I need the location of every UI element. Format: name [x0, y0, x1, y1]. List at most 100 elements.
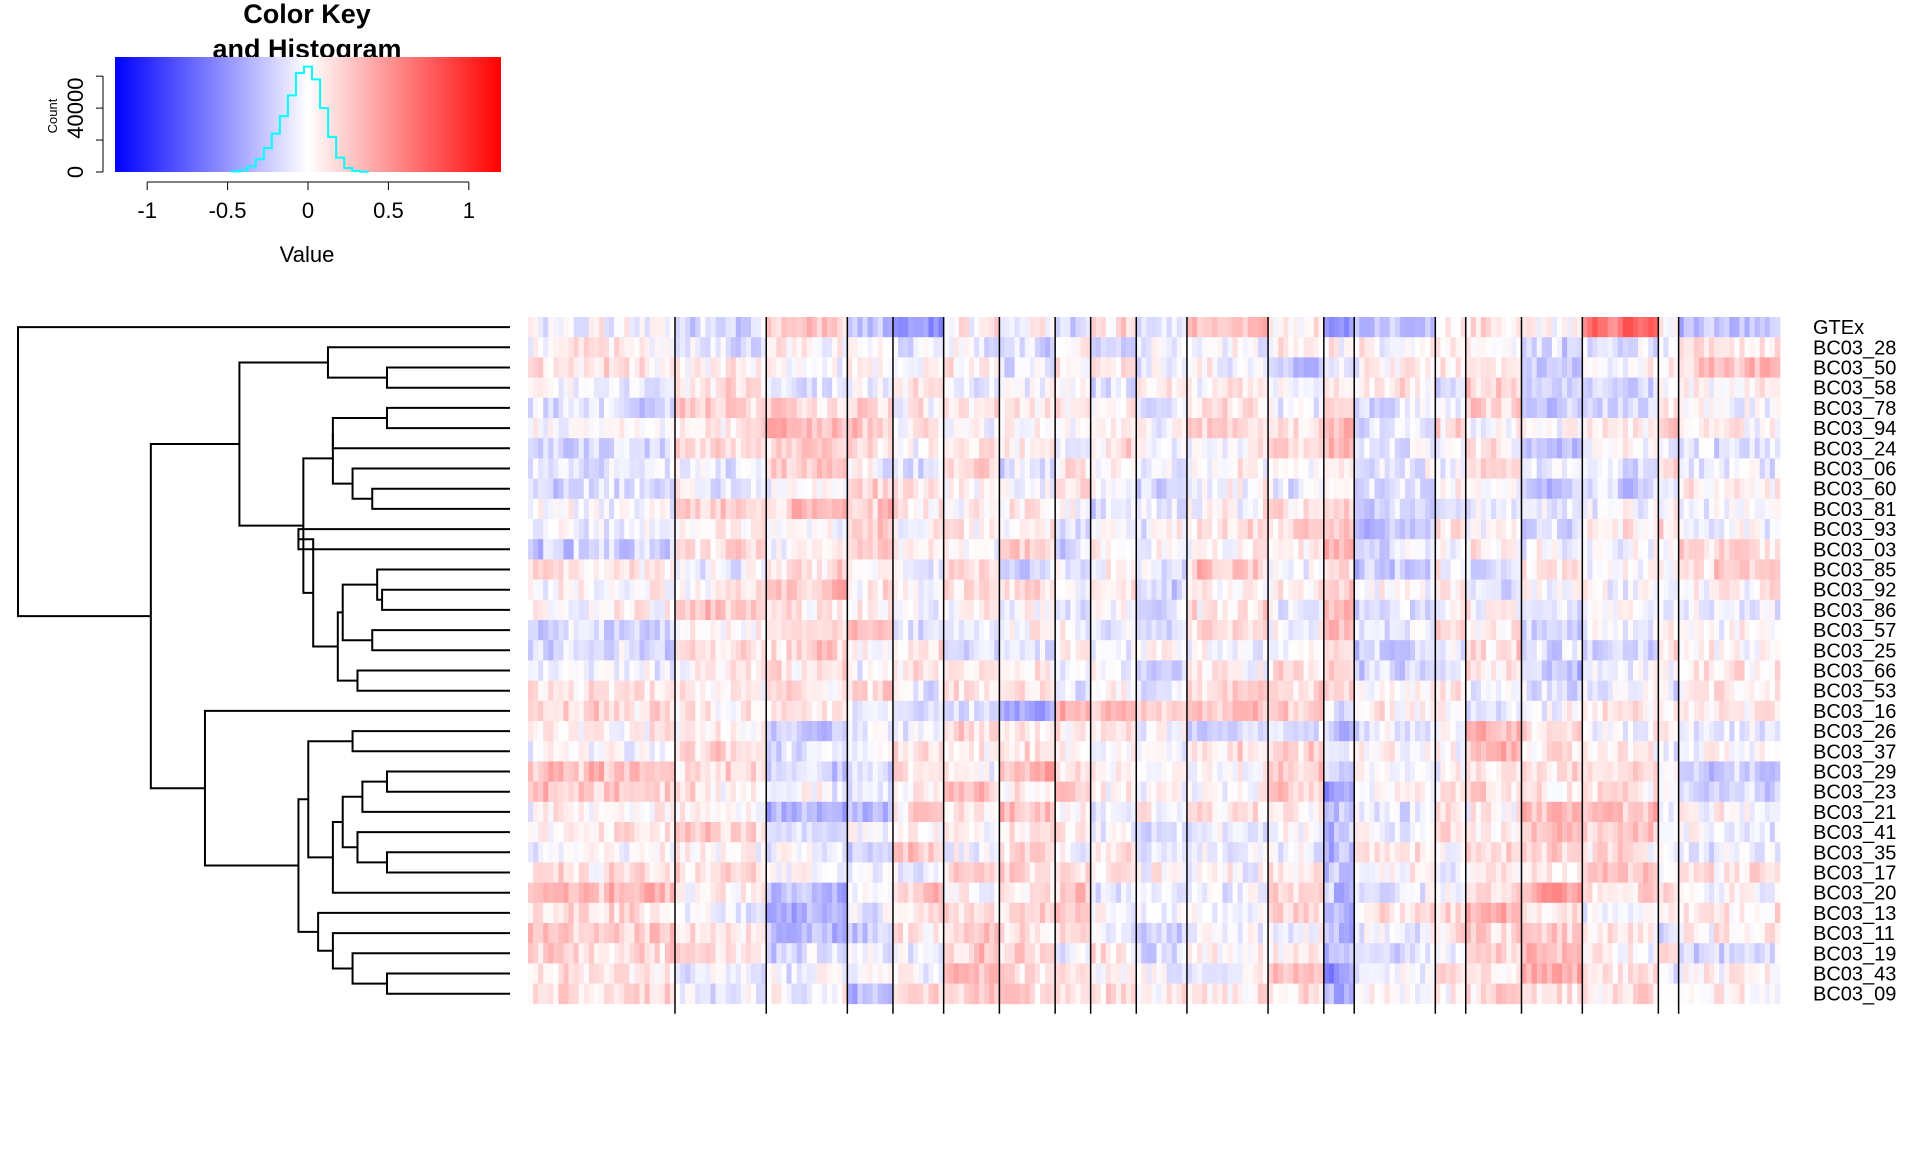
heatmap-cell — [1764, 680, 1771, 702]
heatmap-cell — [548, 498, 554, 520]
heatmap-cell — [1622, 337, 1629, 358]
heatmap-cell — [892, 559, 899, 580]
heatmap-cell — [801, 357, 808, 378]
heatmap-cell — [1572, 438, 1578, 459]
heatmap-cell — [1673, 438, 1679, 459]
heatmap-cell — [690, 539, 696, 560]
heatmap-cell — [710, 539, 716, 560]
heatmap-cell — [1166, 579, 1173, 601]
heatmap-cell — [821, 599, 828, 621]
heatmap-cell — [659, 721, 666, 742]
heatmap-cell — [1379, 599, 1385, 621]
heatmap-cell — [669, 458, 676, 479]
heatmap-cell — [877, 377, 884, 399]
heatmap-cell — [1653, 498, 1659, 520]
heatmap-cell — [740, 620, 747, 641]
heatmap-cell — [1232, 357, 1238, 378]
heatmap-cell — [1379, 559, 1385, 580]
heatmap-cell — [984, 357, 990, 378]
heatmap-cell — [725, 337, 732, 358]
heatmap-cell — [1070, 640, 1076, 661]
heatmap-cell — [832, 498, 838, 520]
heatmap-cell — [1217, 640, 1223, 661]
heatmap-cell — [1536, 579, 1543, 601]
heatmap-cell — [1202, 498, 1208, 520]
heatmap-cell — [1136, 519, 1142, 540]
heatmap-cell — [1014, 559, 1021, 580]
heatmap-cell — [573, 620, 580, 641]
heatmap-cell — [720, 317, 727, 338]
heatmap-cell — [862, 397, 868, 419]
heatmap-cell — [994, 458, 1000, 479]
heatmap-cell — [928, 418, 934, 439]
heatmap-cell — [1582, 337, 1588, 358]
heatmap-cell — [1587, 418, 1593, 439]
heatmap-cell — [1511, 317, 1517, 338]
heatmap-cell — [842, 317, 848, 338]
heatmap-cell — [1617, 640, 1624, 661]
heatmap-cell — [1075, 620, 1081, 641]
heatmap-cell — [1409, 397, 1416, 419]
heatmap-cell — [1587, 640, 1593, 661]
heatmap-cell — [578, 498, 585, 520]
heatmap-cell — [558, 579, 564, 601]
heatmap-cell — [588, 337, 595, 358]
heatmap-cell — [1344, 337, 1350, 358]
heatmap-cell — [533, 317, 539, 338]
heatmap-cell — [1288, 559, 1294, 580]
heatmap-cell — [1364, 599, 1370, 621]
heatmap-cell — [730, 438, 737, 459]
heatmap-cell — [1622, 640, 1629, 661]
heatmap-cell — [578, 438, 585, 459]
heatmap-cell — [1425, 700, 1431, 722]
heatmap-cell — [1171, 337, 1178, 358]
heatmap-cell — [928, 680, 934, 702]
heatmap-cell — [816, 438, 823, 459]
heatmap-cell — [1541, 700, 1548, 722]
heatmap-cell — [1455, 397, 1462, 419]
heatmap-cell — [1328, 317, 1335, 338]
heatmap-cell — [1004, 458, 1010, 479]
heatmap-cell — [1283, 660, 1289, 681]
heatmap-cell — [984, 579, 990, 601]
heatmap-cell — [745, 458, 752, 479]
heatmap-cell — [898, 559, 904, 580]
heatmap-cell — [1420, 539, 1426, 560]
heatmap-cell — [735, 317, 742, 338]
heatmap-cell — [1465, 539, 1472, 560]
heatmap-cell — [1480, 559, 1487, 580]
heatmap-cell — [578, 680, 585, 702]
heatmap-cell — [1131, 640, 1137, 661]
heatmap-cell — [1176, 377, 1183, 399]
heatmap-cell — [1166, 700, 1173, 722]
heatmap-cell — [984, 478, 990, 500]
heatmap-cell — [1085, 478, 1091, 500]
heatmap-cell — [690, 317, 696, 338]
heatmap-cell — [786, 620, 792, 641]
heatmap-cell — [1602, 418, 1609, 439]
heatmap-cell — [1491, 640, 1497, 661]
heatmap-cell — [664, 519, 671, 540]
heatmap-cell — [1181, 397, 1188, 419]
heatmap-cell — [963, 680, 970, 702]
heatmap-cell — [1673, 660, 1679, 681]
heatmap-cell — [1029, 640, 1036, 661]
heatmap-cell — [1318, 539, 1325, 560]
heatmap-cell — [598, 357, 605, 378]
heatmap-cell — [1070, 519, 1076, 540]
heatmap-cell — [857, 599, 863, 621]
heatmap-cell — [892, 418, 899, 439]
heatmap-cell — [1774, 397, 1781, 419]
heatmap-cell — [1029, 539, 1036, 560]
heatmap-cell — [1161, 397, 1168, 419]
heatmap-cell — [695, 539, 701, 560]
heatmap-cell — [892, 519, 899, 540]
heatmap-cell — [887, 458, 894, 479]
heatmap-cell — [624, 337, 630, 358]
heatmap-cell — [958, 357, 965, 378]
heatmap-cell — [634, 377, 640, 399]
heatmap-cell — [1065, 559, 1071, 580]
heatmap-cell — [675, 559, 681, 580]
heatmap-cell — [1526, 680, 1532, 702]
heatmap-cell — [634, 357, 640, 378]
